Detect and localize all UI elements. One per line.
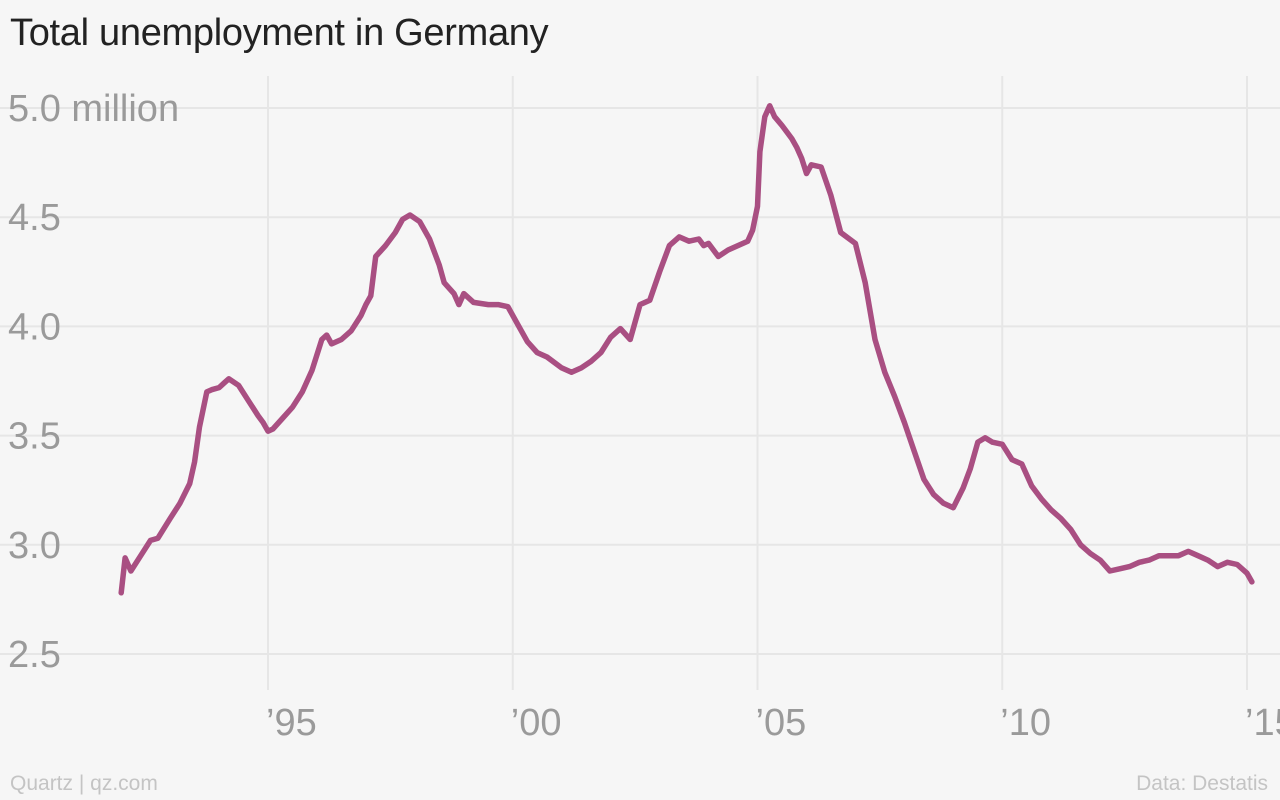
- chart-title: Total unemployment in Germany: [10, 12, 549, 54]
- y-tick-label: 3.0: [8, 525, 61, 567]
- x-axis-ticks: ’95 ’00 ’05 ’10 ’15: [266, 702, 1280, 744]
- x-tick-label: ’05: [756, 702, 807, 744]
- series-line-unemployment: [118, 103, 1255, 596]
- footer-data-source: Data: Destatis: [1136, 772, 1268, 795]
- y-tick-label: 3.5: [8, 416, 61, 458]
- x-tick-label: ’10: [1000, 702, 1051, 744]
- footer-source-brand: Quartz | qz.com: [10, 772, 158, 795]
- y-tick-label: 5.0 million: [8, 88, 179, 130]
- gridlines: [0, 76, 1280, 690]
- x-tick-label: ’15: [1245, 702, 1280, 744]
- x-tick-label: ’95: [266, 702, 317, 744]
- y-tick-label: 2.5: [8, 634, 61, 676]
- x-tick-label: ’00: [511, 702, 562, 744]
- y-tick-label: 4.5: [8, 197, 61, 239]
- y-axis-ticks: 5.0 million 4.5 4.0 3.5 3.0 2.5: [8, 88, 179, 676]
- y-tick-label: 4.0: [8, 306, 61, 348]
